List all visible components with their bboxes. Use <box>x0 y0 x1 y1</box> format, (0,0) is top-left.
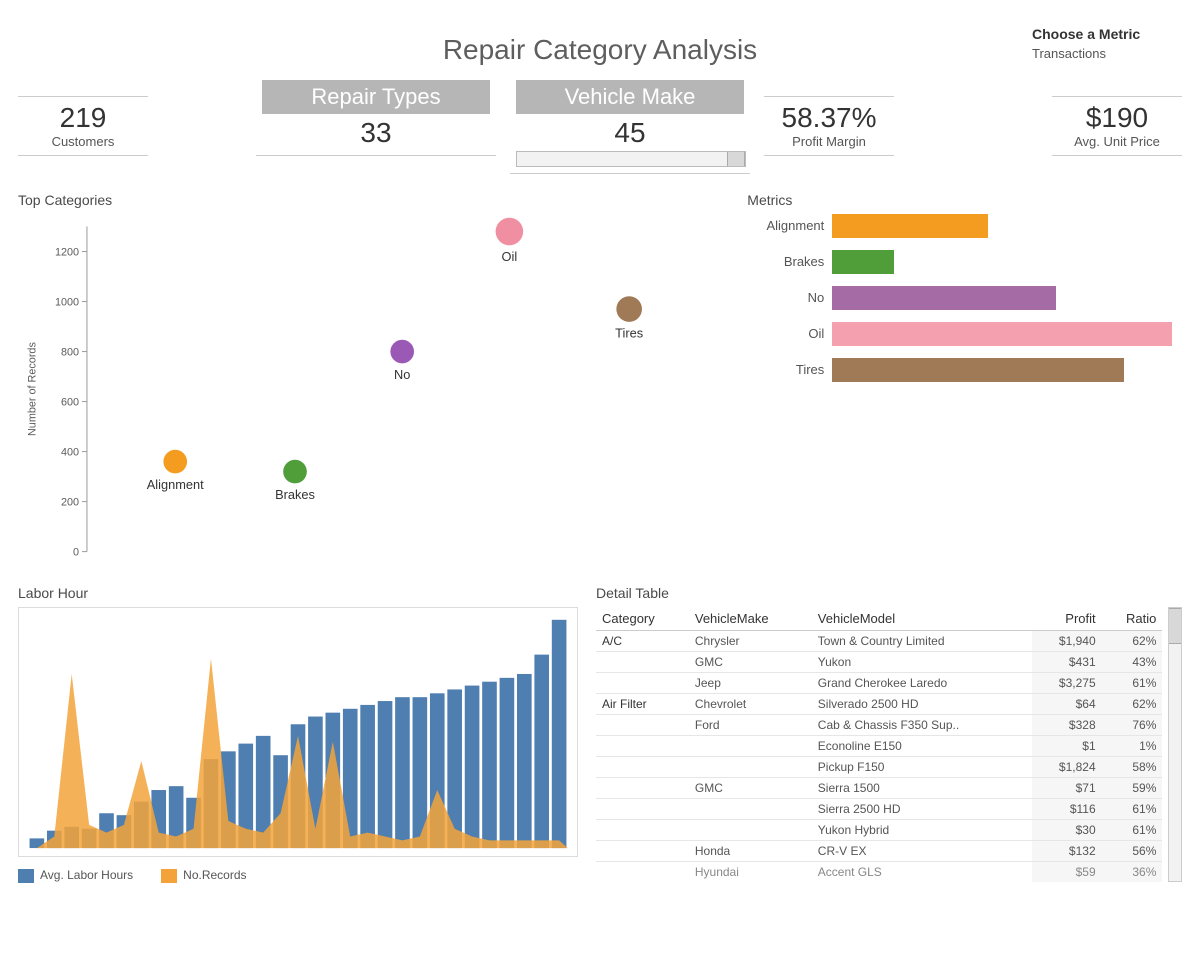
svg-text:Alignment: Alignment <box>147 477 204 492</box>
legend-no-records: No.Records <box>161 868 246 883</box>
metric-bar-label: Oil <box>747 326 832 341</box>
metric-bar-row[interactable]: Alignment <box>747 214 1182 238</box>
svg-text:No: No <box>394 367 410 382</box>
metric-bar-fill <box>832 322 1172 346</box>
metric-bar-label: No <box>747 290 832 305</box>
metric-chooser[interactable]: Choose a Metric Transactions <box>1032 26 1182 61</box>
detail-col-category[interactable]: Category <box>596 607 689 631</box>
legend-area-swatch <box>161 869 177 883</box>
svg-text:600: 600 <box>61 396 79 408</box>
legend-bar-swatch <box>18 869 34 883</box>
metric-bar-fill <box>832 286 1055 310</box>
svg-text:0: 0 <box>73 546 79 558</box>
kpi-repair-types-value: 33 <box>262 118 490 149</box>
svg-text:400: 400 <box>61 446 79 458</box>
svg-text:Oil: Oil <box>502 249 518 264</box>
table-row[interactable]: HyundaiAccent GLS$5936% <box>596 861 1162 882</box>
kpi-customers-value: 219 <box>24 103 142 134</box>
table-row[interactable]: Sierra 2500 HD$11661% <box>596 798 1162 819</box>
detail-table-title: Detail Table <box>596 585 1182 601</box>
svg-text:200: 200 <box>61 496 79 508</box>
table-row[interactable]: GMCYukon$43143% <box>596 651 1162 672</box>
vehicle-make-scrollbar[interactable] <box>516 151 746 167</box>
metric-bar-label: Brakes <box>747 254 832 269</box>
metric-bar-label: Alignment <box>747 218 832 233</box>
table-row[interactable]: HondaCR-V EX$13256% <box>596 840 1162 861</box>
kpi-avg-unit-price: $190 Avg. Unit Price <box>1052 96 1182 156</box>
dashboard-title: Repair Category Analysis <box>168 34 1032 66</box>
table-row[interactable]: Air FilterChevroletSilverado 2500 HD$646… <box>596 693 1162 714</box>
table-row[interactable]: JeepGrand Cherokee Laredo$3,27561% <box>596 672 1162 693</box>
metric-bar-row[interactable]: Tires <box>747 358 1182 382</box>
detail-table[interactable]: CategoryVehicleMakeVehicleModelProfitRat… <box>596 607 1162 882</box>
detail-col-ratio[interactable]: Ratio <box>1102 607 1163 631</box>
labor-hour-chart[interactable] <box>18 607 578 857</box>
svg-text:1200: 1200 <box>55 246 79 258</box>
metric-bar-fill <box>832 214 987 238</box>
kpi-avg-unit-price-value: $190 <box>1058 103 1176 134</box>
table-row[interactable]: A/CChryslerTown & Country Limited$1,9406… <box>596 630 1162 651</box>
table-row[interactable]: GMCSierra 1500$7159% <box>596 777 1162 798</box>
detail-col-profit[interactable]: Profit <box>1032 607 1102 631</box>
kpi-vehicle-make: Vehicle Make 45 <box>510 74 750 174</box>
detail-col-vehiclemake[interactable]: VehicleMake <box>689 607 812 631</box>
legend-avg-labor: Avg. Labor Hours <box>18 868 133 883</box>
labor-hour-title: Labor Hour <box>18 585 578 601</box>
top-categories-chart[interactable]: 0 200 400 600 800 1000 1200 Number of Records Al… <box>18 214 727 574</box>
svg-text:Tires: Tires <box>615 325 643 340</box>
table-row[interactable]: Econoline E150$11% <box>596 735 1162 756</box>
kpi-vehicle-make-value: 45 <box>516 118 744 149</box>
svg-text:Number of Records: Number of Records <box>27 341 39 435</box>
metrics-title: Metrics <box>747 192 1182 208</box>
metric-bar-fill <box>832 358 1123 382</box>
metrics-chart[interactable]: Alignment Brakes No Oil Tires <box>747 214 1182 382</box>
metric-bar-row[interactable]: Brakes <box>747 250 1182 274</box>
metric-bar-fill <box>832 250 894 274</box>
top-categories-title: Top Categories <box>18 192 727 208</box>
kpi-avg-unit-price-label: Avg. Unit Price <box>1058 134 1176 149</box>
detail-table-scrollbar[interactable] <box>1168 607 1182 882</box>
metric-chooser-label: Choose a Metric <box>1032 26 1182 42</box>
kpi-profit-margin-value: 58.37% <box>770 103 888 134</box>
svg-text:1000: 1000 <box>55 296 79 308</box>
kpi-customers-label: Customers <box>24 134 142 149</box>
kpi-repair-types-header: Repair Types <box>262 80 490 114</box>
table-row[interactable]: Pickup F150$1,82458% <box>596 756 1162 777</box>
svg-text:800: 800 <box>61 346 79 358</box>
svg-text:Brakes: Brakes <box>275 487 315 502</box>
table-row[interactable]: Yukon Hybrid$3061% <box>596 819 1162 840</box>
detail-col-vehiclemodel[interactable]: VehicleModel <box>812 607 1032 631</box>
kpi-profit-margin-label: Profit Margin <box>770 134 888 149</box>
kpi-repair-types: Repair Types 33 <box>256 74 496 156</box>
metric-bar-row[interactable]: Oil <box>747 322 1182 346</box>
kpi-customers: 219 Customers <box>18 96 148 156</box>
table-row[interactable]: FordCab & Chassis F350 Sup..$32876% <box>596 714 1162 735</box>
kpi-vehicle-make-header: Vehicle Make <box>516 80 744 114</box>
kpi-profit-margin: 58.37% Profit Margin <box>764 96 894 156</box>
metric-chooser-value: Transactions <box>1032 46 1182 61</box>
metric-bar-row[interactable]: No <box>747 286 1182 310</box>
metric-bar-label: Tires <box>747 362 832 377</box>
